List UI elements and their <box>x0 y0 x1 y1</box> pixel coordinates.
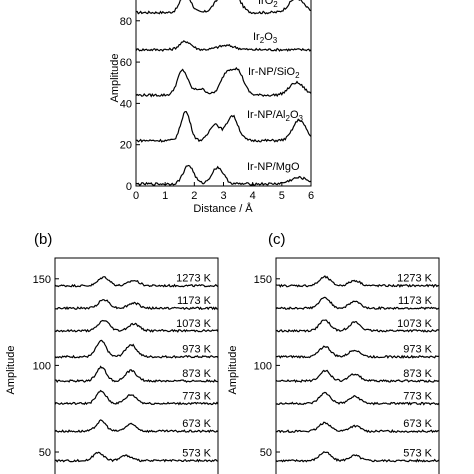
y-tick-label: 150 <box>33 274 51 286</box>
y-tick-label: 40 <box>120 98 132 110</box>
x-tick-label: 4 <box>250 190 256 202</box>
series-label: 1173 K <box>398 295 433 307</box>
curve-iro2 <box>135 0 312 15</box>
series-label: 973 K <box>403 344 432 356</box>
panel-a: 0 20 40 60 80 0 1 2 3 4 5 6 IrO2 Ir2O3 Ir-NP/SiO2 Ir-… <box>109 0 314 215</box>
curve-673-k <box>54 419 219 434</box>
series-label: 773 K <box>182 391 211 403</box>
curve-973-k <box>275 345 440 359</box>
series-label: 673 K <box>403 418 432 430</box>
panel-c-y-axis-title: Amplitude <box>227 346 239 395</box>
curve-ir2o3 <box>135 40 312 52</box>
x-tick-label: 5 <box>279 190 285 202</box>
x-tick-label: 6 <box>308 190 314 202</box>
curve-1173-k <box>54 299 219 311</box>
series-label: 1073 K <box>176 318 212 330</box>
y-tick-label: 100 <box>33 360 51 372</box>
series-label: 1273 K <box>397 273 433 285</box>
curve-1073-k <box>275 319 440 333</box>
y-tick-label: 80 <box>120 16 132 28</box>
series-label: 573 K <box>403 448 432 460</box>
series-label: Ir2O3 <box>253 31 278 45</box>
curve-573-k <box>275 451 440 463</box>
panel-a-x-axis-title: Distance / Å <box>193 202 253 215</box>
curve-873-k <box>54 365 219 383</box>
series-label: 1273 K <box>176 273 212 285</box>
series-label: 773 K <box>403 391 432 403</box>
panel-a-series-labels: IrO2 Ir2O3 Ir-NP/SiO2 Ir-NP/Al2O3 Ir-NP/MgO <box>247 0 304 173</box>
series-label: Ir-NP/SiO2 <box>248 66 300 80</box>
y-tick-label: 50 <box>260 447 272 459</box>
series-label: 1073 K <box>397 318 433 330</box>
panel-b-curves <box>54 276 219 463</box>
curve-773-k <box>54 389 219 406</box>
x-tick-label: 1 <box>162 190 168 202</box>
panel-c-frame <box>275 257 440 474</box>
y-tick-label: 100 <box>254 360 272 372</box>
y-tick-label: 0 <box>126 181 132 193</box>
series-label: 873 K <box>403 368 432 380</box>
curve-1273-k <box>54 276 219 288</box>
panel-label-b: (b) <box>34 231 52 248</box>
series-label: 573 K <box>182 448 211 460</box>
y-tick-label: 60 <box>120 57 132 69</box>
y-tick-label: 50 <box>39 447 51 459</box>
panel-b-frame <box>54 257 219 474</box>
curve-573-k <box>54 451 219 463</box>
panel-a-curves <box>135 0 312 186</box>
panel-c: 50 100 150 1273 K 1173 K 1073 K 973 K 873 K 773… <box>227 257 440 474</box>
panel-b-series-labels: 1273 K 1173 K 1073 K 973 K 873 K 773 K 673 K 57… <box>176 273 212 460</box>
y-tick-label: 20 <box>120 140 132 152</box>
x-tick-label: 0 <box>133 190 139 202</box>
panel-a-y-axis-title: Amplitude <box>109 54 121 103</box>
panel-c-curves <box>275 275 440 463</box>
series-label: 973 K <box>182 344 211 356</box>
panel-c-y-ticks: 50 100 150 <box>254 274 280 459</box>
panel-a-y-ticks: 0 20 40 60 80 <box>120 16 140 193</box>
panel-b-y-axis-title: Amplitude <box>5 346 17 395</box>
series-label: 673 K <box>182 418 211 430</box>
panel-label-c: (c) <box>268 231 286 248</box>
series-label: IrO2 <box>258 0 278 9</box>
series-label: 873 K <box>182 368 211 380</box>
panel-b: 50 100 150 1273 K 1173 K 1073 K 973 K 873 K 773… <box>5 257 219 474</box>
panel-a-x-ticks: 0 1 2 3 4 5 6 <box>133 182 314 202</box>
curve-673-k <box>275 421 440 434</box>
panel-c-series-labels: 1273 K 1173 K 1073 K 973 K 873 K 773 K 673 K 57… <box>397 273 433 460</box>
series-label: 1173 K <box>177 295 212 307</box>
panel-b-y-ticks: 50 100 150 <box>33 274 59 459</box>
curve-ir-np-sio2 <box>135 66 312 98</box>
series-label: Ir-NP/Al2O3 <box>247 109 304 123</box>
curve-1173-k <box>275 296 440 311</box>
curve-773-k <box>275 391 440 406</box>
x-tick-label: 3 <box>220 190 226 202</box>
y-tick-label: 150 <box>254 274 272 286</box>
curve-1073-k <box>54 319 219 333</box>
series-label: Ir-NP/MgO <box>247 161 300 173</box>
curve-873-k <box>275 369 440 384</box>
curve-973-k <box>54 339 219 359</box>
curve-ir-np-al2o3 <box>135 110 312 143</box>
curve-1273-k <box>275 275 440 288</box>
x-tick-label: 2 <box>191 190 197 202</box>
